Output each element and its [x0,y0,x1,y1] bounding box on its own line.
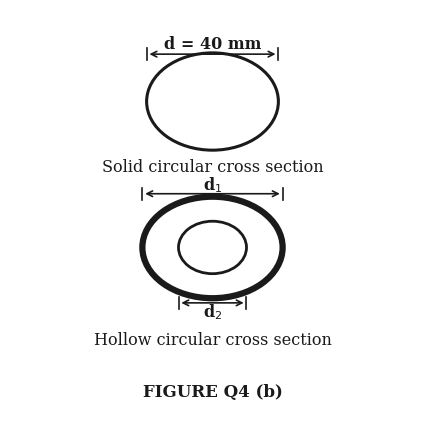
Text: d$_1$: d$_1$ [203,176,222,195]
Text: d = 40 mm: d = 40 mm [164,36,261,53]
Text: Hollow circular cross section: Hollow circular cross section [94,332,332,349]
Text: d$_2$: d$_2$ [203,302,222,322]
Text: Solid circular cross section: Solid circular cross section [102,159,323,176]
Text: FIGURE Q4 (b): FIGURE Q4 (b) [142,384,283,401]
